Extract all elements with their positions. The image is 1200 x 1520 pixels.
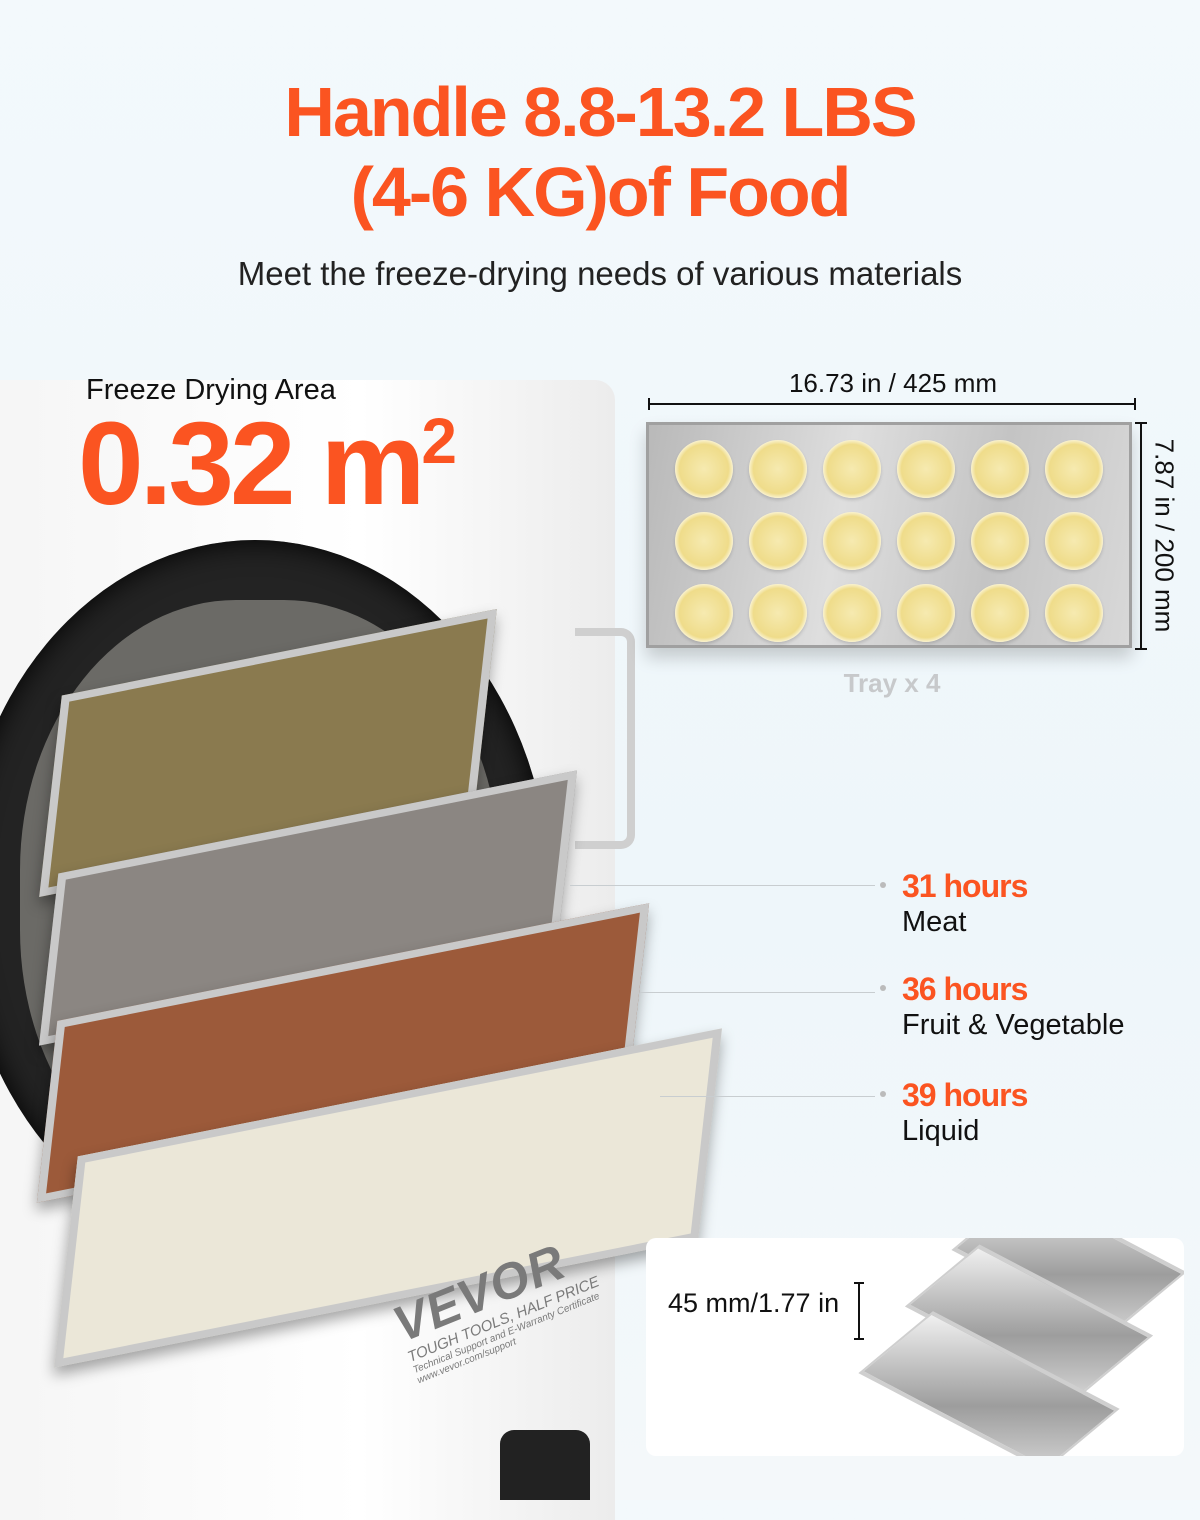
headline: Handle 8.8-13.2 LBS (4-6 KG)of Food: [0, 72, 1200, 232]
lemon-slice: [971, 440, 1029, 498]
lemon-slice: [675, 440, 733, 498]
headline-line-1: Handle 8.8-13.2 LBS: [284, 73, 917, 151]
lemon-slice: [749, 512, 807, 570]
door-handle: [575, 628, 635, 849]
drying-time-liquid: 39 hours Liquid: [880, 1077, 1180, 1149]
tray-height-label: 45 mm/1.77 in: [668, 1288, 840, 1318]
lemon-slice: [675, 584, 733, 642]
lemon-slice: [1045, 440, 1103, 498]
tray-depth-label: 7.87 in / 200 mm: [1149, 438, 1180, 633]
lemon-slice: [897, 512, 955, 570]
hours-value: 39 hours: [902, 1077, 1028, 1113]
lemon-slice: [971, 512, 1029, 570]
drying-time-meat: 31 hours Meat: [880, 868, 1180, 940]
lemon-slice: [897, 440, 955, 498]
bullet-dot: [880, 985, 886, 991]
leader-line-liquid: [660, 1096, 875, 1097]
lemon-slice: [823, 440, 881, 498]
depth-dimension-line: [1135, 422, 1147, 650]
headline-line-2: (4-6 KG)of Food: [350, 153, 852, 231]
hours-value: 36 hours: [902, 971, 1028, 1007]
freeze-area-value: 0.32 m2: [78, 396, 457, 532]
hours-value: 31 hours: [902, 868, 1028, 904]
area-superscript: 2: [421, 405, 457, 477]
width-dimension-line: [648, 398, 1136, 410]
material-label: Fruit & Vegetable: [902, 1009, 1125, 1041]
lemon-slice: [823, 584, 881, 642]
caster-wheel: [500, 1430, 590, 1500]
tray-height-inset: 45 mm/1.77 in: [646, 1238, 1184, 1456]
lemon-slice: [749, 440, 807, 498]
leader-line-fruit: [640, 992, 875, 993]
lemon-slice: [749, 584, 807, 642]
tray-top-view: [646, 422, 1132, 648]
material-label: Liquid: [902, 1115, 980, 1147]
subtitle: Meet the freeze-drying needs of various …: [237, 255, 963, 292]
area-number: 0.32 m: [78, 398, 425, 530]
bullet-dot: [880, 1091, 886, 1097]
height-dimension-bracket: [854, 1282, 864, 1340]
lemon-slice: [971, 584, 1029, 642]
material-label: Meat: [902, 906, 967, 938]
tray-count-caption: Tray x 4: [843, 668, 941, 698]
lemon-slice: [897, 584, 955, 642]
lemon-slice: [1045, 584, 1103, 642]
drying-time-fruit-vegetable: 36 hours Fruit & Vegetable: [880, 971, 1180, 1043]
leader-line-meat: [570, 885, 875, 886]
lemon-slice: [675, 512, 733, 570]
freeze-area-label: Freeze Drying Area: [86, 374, 336, 406]
bullet-dot: [880, 882, 886, 888]
lemon-slice: [823, 512, 881, 570]
tray-width-label: 16.73 in / 425 mm: [788, 368, 998, 398]
lemon-slice: [1045, 512, 1103, 570]
